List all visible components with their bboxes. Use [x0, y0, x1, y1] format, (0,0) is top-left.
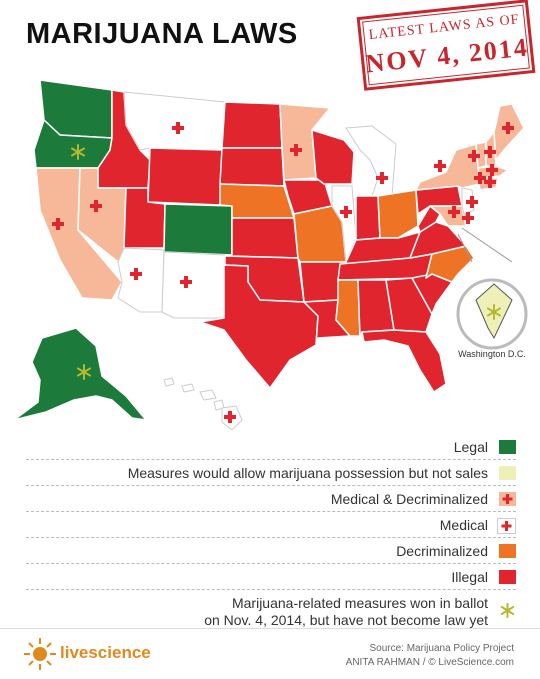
legend-medical: Medical — [26, 514, 516, 538]
sun-icon — [24, 638, 56, 670]
swatch-illegal — [499, 570, 516, 584]
dc-label: Washington D.C. — [458, 349, 526, 359]
asterisk-icon-ak — [77, 364, 91, 380]
cross-icon-nm — [180, 276, 192, 288]
cross-icon-de — [462, 212, 474, 224]
cross-icon-ct — [474, 172, 486, 184]
livescience-logo: livescience — [22, 636, 151, 672]
state-in — [355, 195, 381, 241]
cross-icon-mi — [376, 172, 388, 184]
swatch-legal — [499, 440, 516, 454]
swatch-measures — [499, 466, 516, 480]
asterisk-icon-or — [71, 144, 85, 160]
cross-icon-nh — [484, 146, 496, 158]
state-oh — [377, 189, 419, 239]
state-wv — [417, 205, 441, 233]
state-az — [117, 247, 165, 313]
cross-icon-ny — [434, 160, 446, 172]
cross-icon-hi — [224, 411, 236, 423]
cross-icon-nv — [90, 200, 102, 212]
source-credit: Source: Marijuana Policy Project ANITA R… — [346, 642, 514, 670]
asterisk-icon-dc — [487, 304, 501, 320]
legend: Legal Measures would allow marijuana pos… — [26, 436, 516, 636]
cross-icon-ca — [52, 218, 64, 230]
state-mt — [123, 91, 226, 151]
date-stamp: LATEST LAWS AS OF NOV 4, 2014 — [356, 0, 536, 91]
cross-icon-nj — [466, 196, 478, 208]
cross-icon-mt — [172, 122, 184, 134]
legend-medical-decriminalized: Medical & Decriminalized — [26, 488, 516, 512]
swatch-medical-decriminalized — [499, 492, 516, 506]
page-title: MARIJUANA LAWS — [26, 18, 298, 50]
asterisk-icon — [499, 602, 516, 618]
cross-icon-ma — [486, 164, 498, 176]
legend-decriminalized: Decriminalized — [26, 540, 516, 564]
state-nd — [221, 101, 283, 149]
us-map: Washington D.C. — [13, 80, 528, 430]
cross-icon-md — [448, 206, 460, 218]
legend-ballot: Marijuana-related measures won in ballot… — [26, 592, 516, 634]
state-co — [163, 203, 233, 256]
state-wy — [147, 147, 223, 206]
state-ks — [231, 217, 299, 259]
legend-legal: Legal — [26, 436, 516, 460]
state-wi — [311, 129, 355, 185]
cross-icon-il — [340, 206, 352, 218]
legend-illegal: Illegal — [26, 566, 516, 590]
state-fl — [361, 329, 447, 393]
state-sd — [219, 147, 285, 187]
legend-measures: Measures would allow marijuana possessio… — [26, 462, 516, 486]
state-tx — [199, 264, 319, 389]
state-ga — [385, 277, 433, 333]
cross-icon-mn — [290, 144, 302, 156]
state-ny — [415, 143, 481, 191]
cross-icon-ri — [484, 176, 496, 188]
swatch-medical — [497, 518, 516, 534]
source-text: Source: Marijuana Policy Project — [369, 643, 514, 654]
cross-icon-vt — [468, 150, 480, 162]
cross-icon-me — [502, 122, 514, 134]
swatch-decriminalized — [499, 544, 516, 558]
cross-icon-az — [130, 268, 142, 280]
state-nm — [161, 251, 226, 319]
credit-text: ANITA RAHMAN / © LiveScience.com — [345, 657, 514, 668]
